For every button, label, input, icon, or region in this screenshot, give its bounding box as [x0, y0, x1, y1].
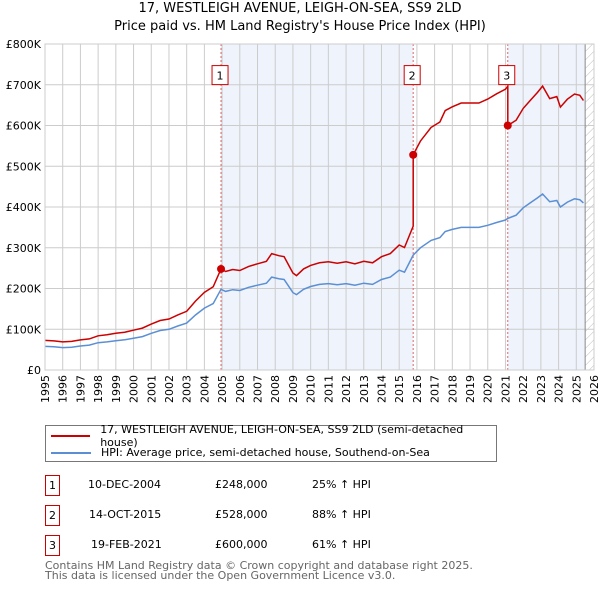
- x-tick-label: 2013: [358, 375, 371, 403]
- sale-marker-box: [498, 65, 516, 86]
- red-line-swatch: [51, 434, 91, 437]
- x-tick-label: 2017: [429, 375, 442, 403]
- y-tick-label: £800K: [6, 38, 42, 51]
- x-tick-label: 2014: [375, 375, 388, 403]
- y-tick-label: £700K: [6, 79, 42, 92]
- x-tick-label: 1998: [92, 375, 105, 403]
- x-tick-label: 2005: [216, 375, 229, 403]
- x-tick-label: 2001: [145, 375, 158, 403]
- x-tick-label: 2002: [163, 375, 176, 403]
- footer: Contains HM Land Registry data © Crown c…: [45, 559, 473, 582]
- y-tick-label: £400K: [6, 201, 42, 214]
- x-tick-label: 2026: [588, 375, 600, 403]
- sale-marker-label: 2: [409, 70, 416, 83]
- sale-marker-badge: 2: [45, 505, 60, 526]
- x-tick-label: 1997: [74, 375, 87, 403]
- legend-item-hpi: HPI: Average price, semi-detached house,…: [46, 444, 430, 461]
- x-tick-label: 2022: [517, 375, 530, 403]
- y-tick-label: £600K: [6, 120, 42, 133]
- y-tick-label: £0: [27, 364, 41, 377]
- sale-marker-badge: 3: [45, 535, 60, 556]
- x-tick-label: 2015: [393, 375, 406, 403]
- plot-border: [44, 43, 595, 371]
- x-tick-label: 2018: [446, 375, 459, 403]
- chart-subtitle: Price paid vs. HM Land Registry's House …: [114, 19, 486, 34]
- legend-item-property: 17, WESTLEIGH AVENUE, LEIGH-ON-SEA, SS9 …: [46, 423, 496, 449]
- legend: 17, WESTLEIGH AVENUE, LEIGH-ON-SEA, SS9 …: [45, 423, 497, 462]
- sale-date: 19-FEB-2021: [91, 538, 162, 551]
- sale-marker-badge: 1: [45, 475, 60, 496]
- y-tick-label: £300K: [6, 242, 42, 255]
- x-tick-label: 2004: [198, 375, 211, 403]
- x-tick-label: 2020: [482, 375, 495, 403]
- footer-copyright: Contains HM Land Registry data © Crown c…: [45, 559, 473, 572]
- x-tick-label: 2008: [269, 375, 282, 403]
- x-tick-label: 1999: [110, 375, 123, 403]
- legend-label-property: 17, WESTLEIGH AVENUE, LEIGH-ON-SEA, SS9 …: [100, 422, 464, 449]
- x-tick-label: 2011: [322, 375, 335, 403]
- sale-point: [503, 121, 512, 130]
- hpi-line: [44, 192, 584, 349]
- blue-line-swatch: [51, 451, 91, 454]
- y-tick-label: £500K: [6, 160, 42, 173]
- sale-marker-label: 3: [503, 70, 510, 83]
- sale-date: 10-DEC-2004: [88, 478, 162, 491]
- x-tick-label: 2016: [411, 375, 424, 403]
- chart-title: 17, WESTLEIGH AVENUE, LEIGH-ON-SEA, SS9 …: [138, 1, 462, 16]
- sale-price: £600,000: [215, 538, 268, 551]
- x-tick-label: 1996: [57, 375, 70, 403]
- sale-marker-box: [211, 65, 229, 86]
- sale-marker-box: [403, 65, 421, 86]
- legend-label-hpi: HPI: Average price, semi-detached house,…: [101, 446, 430, 459]
- x-tick-label: 1995: [39, 375, 52, 403]
- x-tick-label: 2010: [305, 375, 318, 403]
- x-tick-label: 2012: [340, 375, 353, 403]
- x-tick-label: 2003: [181, 375, 194, 403]
- x-tick-label: 2009: [287, 375, 300, 403]
- x-tick-label: 2025: [570, 375, 583, 403]
- sale-hpi-diff: 88% ↑ HPI: [312, 508, 371, 521]
- price-chart: 1995 1996 1997 1998 1999 2000 2001 2002 2003 2004…: [6, 38, 600, 403]
- y-tick-label: £100K: [6, 323, 42, 336]
- footer-licence: This data is licensed under the Open Gov…: [45, 569, 396, 582]
- x-tick-label: 2000: [128, 375, 141, 403]
- sale-hpi-diff: 61% ↑ HPI: [312, 538, 371, 551]
- x-tick-label: 2006: [234, 375, 247, 403]
- sale-price: £528,000: [215, 508, 268, 521]
- sale-point: [217, 264, 226, 273]
- x-tick-label: 2019: [464, 375, 477, 403]
- x-tick-label: 2024: [553, 375, 566, 403]
- sale-price: £248,000: [215, 478, 268, 491]
- x-tick-label: 2007: [252, 375, 265, 403]
- x-tick-label: 2021: [499, 375, 512, 403]
- sale-date: 14-OCT-2015: [89, 508, 162, 521]
- sale-point: [409, 150, 418, 159]
- y-tick-label: £200K: [6, 283, 42, 296]
- sale-hpi-diff: 25% ↑ HPI: [312, 478, 371, 491]
- sale-marker-label: 1: [217, 70, 224, 83]
- x-tick-label: 2023: [535, 375, 548, 403]
